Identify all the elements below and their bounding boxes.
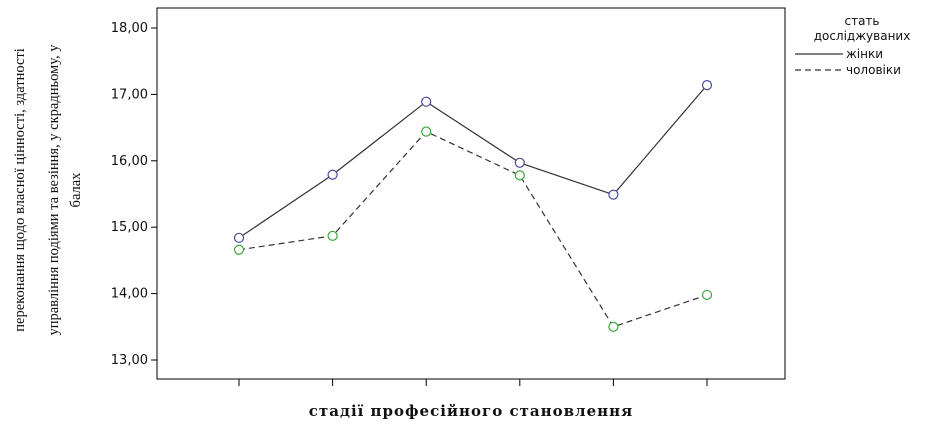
y-axis-title-line-3: балах <box>68 172 84 208</box>
series-line-women <box>238 84 708 239</box>
y-tick-label: 13,00 <box>111 353 148 368</box>
data-point-men <box>701 289 713 301</box>
y-tick-label: 15,00 <box>111 220 148 235</box>
legend: стать досліджуваних жінки чоловіки <box>795 14 910 77</box>
y-tick-label: 17,00 <box>111 87 148 102</box>
series-line-men <box>238 130 708 328</box>
plot-frame <box>156 7 786 380</box>
series-layer <box>233 80 713 332</box>
x-axis <box>238 379 708 386</box>
data-point-men <box>421 126 432 137</box>
y-tick-label: 14,00 <box>111 287 148 302</box>
y-axis-title-line-2: управління подіями та везіння, у скраднь… <box>46 44 62 336</box>
y-tick-label: 18,00 <box>111 21 148 36</box>
legend-label-women: жінки <box>846 47 883 61</box>
y-axis-title-line-1: переконання щодо власної цінності, здатн… <box>12 48 28 332</box>
y-axis: 13,00 14,00 15,00 16,00 17,00 18,00 <box>111 21 157 368</box>
data-point-women <box>514 157 525 168</box>
y-tick-label: 16,00 <box>111 154 148 169</box>
data-point-women <box>421 96 432 107</box>
data-point-women <box>608 189 619 200</box>
data-point-men <box>514 170 525 181</box>
legend-title-line-2: досліджуваних <box>814 29 911 43</box>
x-axis-title: стадії професійного становлення <box>309 402 633 420</box>
data-point-men <box>233 244 245 255</box>
data-point-women <box>327 169 338 180</box>
data-point-women <box>233 232 245 243</box>
y-axis-title-group: переконання щодо власної цінності, здатн… <box>12 44 84 336</box>
data-point-women <box>701 80 713 91</box>
legend-label-men: чоловіки <box>846 63 901 77</box>
data-point-men <box>608 321 619 332</box>
data-point-men <box>327 230 338 241</box>
legend-title-line-1: стать <box>844 14 879 28</box>
